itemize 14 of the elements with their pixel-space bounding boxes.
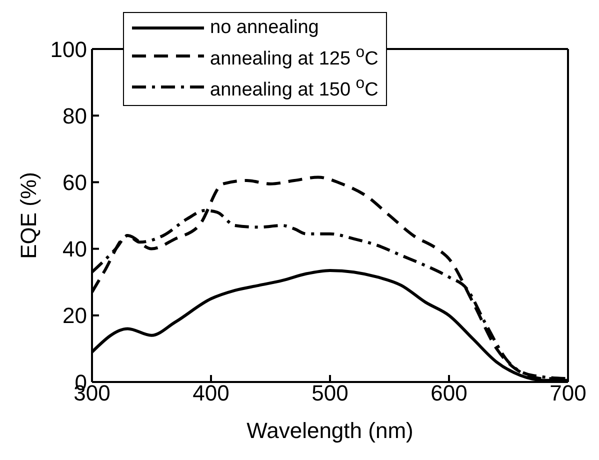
y-tick-label: 40: [62, 236, 87, 262]
x-tick-label: 600: [430, 380, 468, 406]
y-axis-title: EQE (%): [16, 172, 41, 259]
y-tick-label: 100: [50, 36, 87, 62]
x-axis-title: Wavelength (nm): [246, 418, 414, 443]
y-tick-label: 60: [62, 170, 87, 196]
y-tick-label: 20: [62, 303, 87, 328]
x-tick-label: 700: [550, 380, 586, 406]
x-tick-label: 400: [192, 380, 230, 406]
legend-label: annealing at 150 $^{o}$C: [210, 74, 378, 103]
y-tick-label: 80: [62, 103, 87, 128]
x-tick-label: 500: [312, 380, 348, 406]
legend-label: no annealing: [210, 16, 319, 40]
legend-label: annealing at 125 $^{o}$C: [210, 43, 378, 72]
